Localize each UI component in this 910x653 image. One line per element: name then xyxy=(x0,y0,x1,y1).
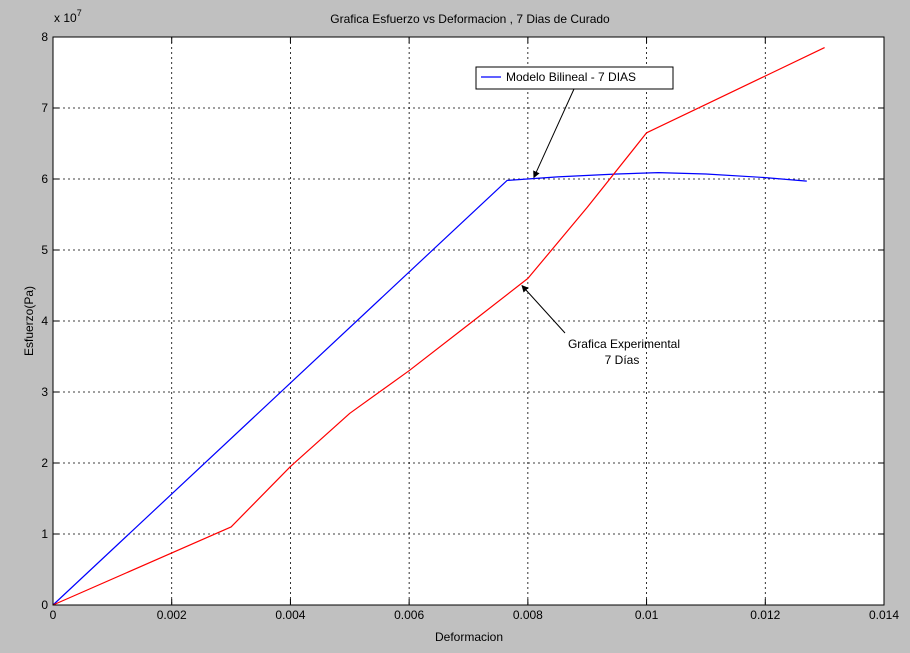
axis-ticks xyxy=(52,36,885,606)
y-tick-label: 0 xyxy=(41,598,48,612)
annotation-arrow xyxy=(521,284,566,334)
y-tick-label: 1 xyxy=(41,527,48,541)
x-tick-label: 0 xyxy=(50,608,57,622)
y-axis-label: Esfuerzo(Pa) xyxy=(22,286,36,356)
legend-arrow xyxy=(533,88,575,179)
y-tick-label: 6 xyxy=(41,172,48,186)
grid-lines xyxy=(53,37,884,605)
x-tick-label: 0.014 xyxy=(869,608,899,622)
x-tick-label: 0.01 xyxy=(635,608,659,622)
x-tick-label: 0.004 xyxy=(275,608,305,622)
y-tick-label: 8 xyxy=(41,30,48,44)
x-axis-label: Deformacion xyxy=(435,630,503,644)
y-tick-labels: 0 1 2 3 4 5 6 7 8 xyxy=(41,30,48,612)
annotation-line-2: 7 Días xyxy=(605,353,640,367)
annotation-line-1: Grafica Experimental xyxy=(568,337,680,351)
annotation-grafica-experimental: Grafica Experimental 7 Días xyxy=(521,284,680,367)
series-layer xyxy=(52,47,825,606)
chart-title: Grafica Esfuerzo vs Deformacion , 7 Dias… xyxy=(330,12,610,26)
legend: Modelo Bilineal - 7 DIAS xyxy=(475,66,674,90)
x-tick-labels: 0 0.002 0.004 0.006 0.008 0.01 0.012 0.014 xyxy=(50,608,900,622)
x-tick-label: 0.002 xyxy=(157,608,187,622)
series-line-grafica-experimental xyxy=(52,47,825,606)
x-tick-label: 0.008 xyxy=(513,608,543,622)
y-exponent-label: x 107 xyxy=(54,8,82,25)
y-tick-label: 7 xyxy=(41,101,48,115)
y-tick-label: 2 xyxy=(41,456,48,470)
legend-box xyxy=(475,66,674,90)
legend-label-modelo-bilineal: Modelo Bilineal - 7 DIAS xyxy=(506,70,636,84)
y-tick-label: 5 xyxy=(41,243,48,257)
x-tick-label: 0.012 xyxy=(750,608,780,622)
y-tick-label: 4 xyxy=(41,314,48,328)
y-tick-label: 3 xyxy=(41,385,48,399)
x-tick-label: 0.006 xyxy=(394,608,424,622)
series-line-modelo-bilineal xyxy=(52,172,807,606)
